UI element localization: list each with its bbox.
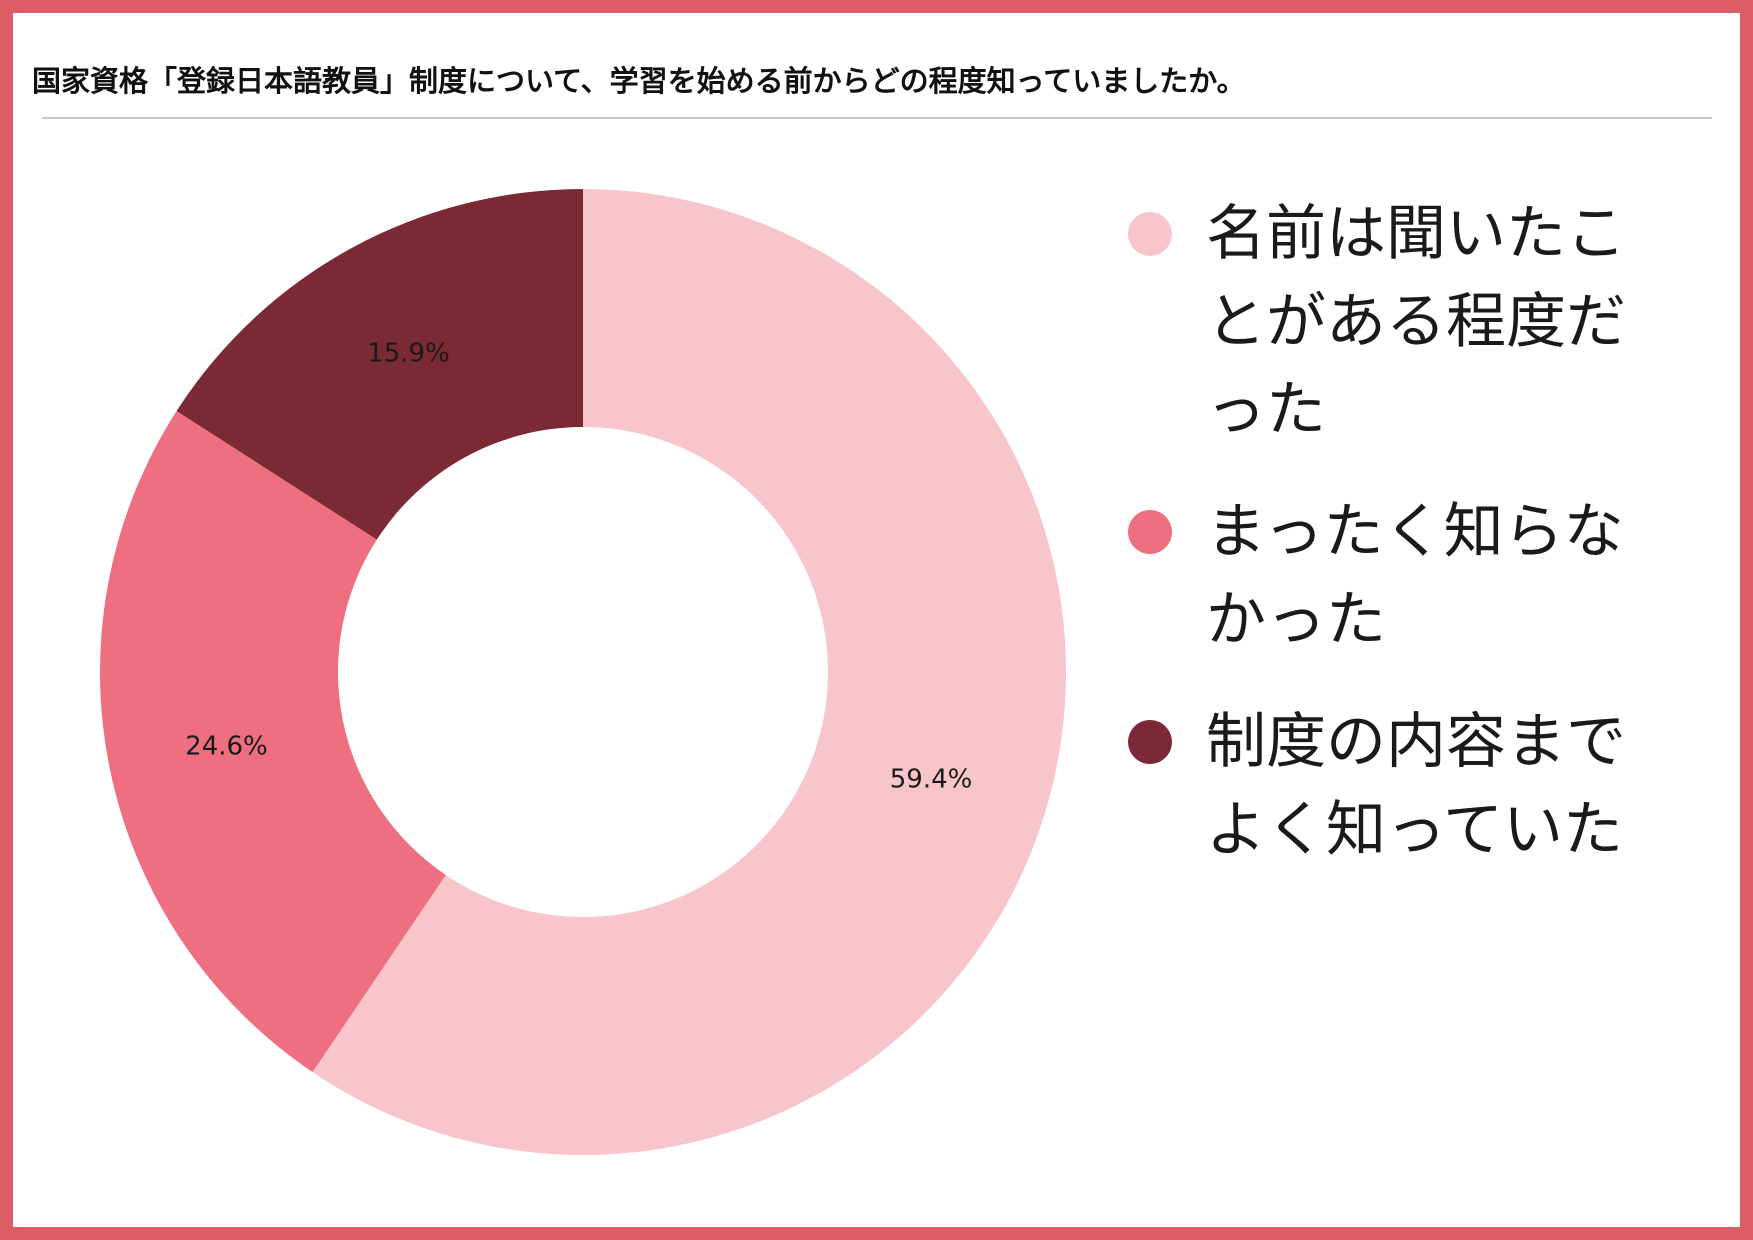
slice-value-label-3: 15.9% bbox=[367, 339, 450, 369]
donut-slice-1 bbox=[312, 189, 1066, 1156]
chart-legend: 名前は聞いたことがある程度だった まったく知らなかった 制度の内容までよく知って… bbox=[1128, 190, 1668, 908]
donut-slice-3 bbox=[176, 189, 583, 540]
legend-swatch-3 bbox=[1128, 720, 1172, 764]
legend-item-1: 名前は聞いたことがある程度だった bbox=[1128, 190, 1668, 454]
legend-label-3: 制度の内容までよく知っていた bbox=[1206, 707, 1626, 865]
legend-item-2: まったく知らなかった bbox=[1128, 488, 1668, 664]
legend-item-3: 制度の内容までよく知っていた bbox=[1128, 698, 1668, 874]
legend-label-2: まったく知らなかった bbox=[1206, 497, 1624, 655]
slice-value-label-2: 24.6% bbox=[185, 731, 268, 761]
chart-title: 国家資格「登録日本語教員」制度について、学習を始める前からどの程度知っていました… bbox=[32, 64, 1246, 98]
legend-label-1: 名前は聞いたことがある程度だった bbox=[1206, 199, 1626, 445]
donut-slice-2 bbox=[99, 411, 446, 1073]
slice-value-label-1: 59.4% bbox=[890, 765, 973, 795]
title-divider bbox=[42, 117, 1712, 119]
legend-swatch-2 bbox=[1128, 510, 1172, 554]
legend-swatch-1 bbox=[1128, 212, 1172, 256]
